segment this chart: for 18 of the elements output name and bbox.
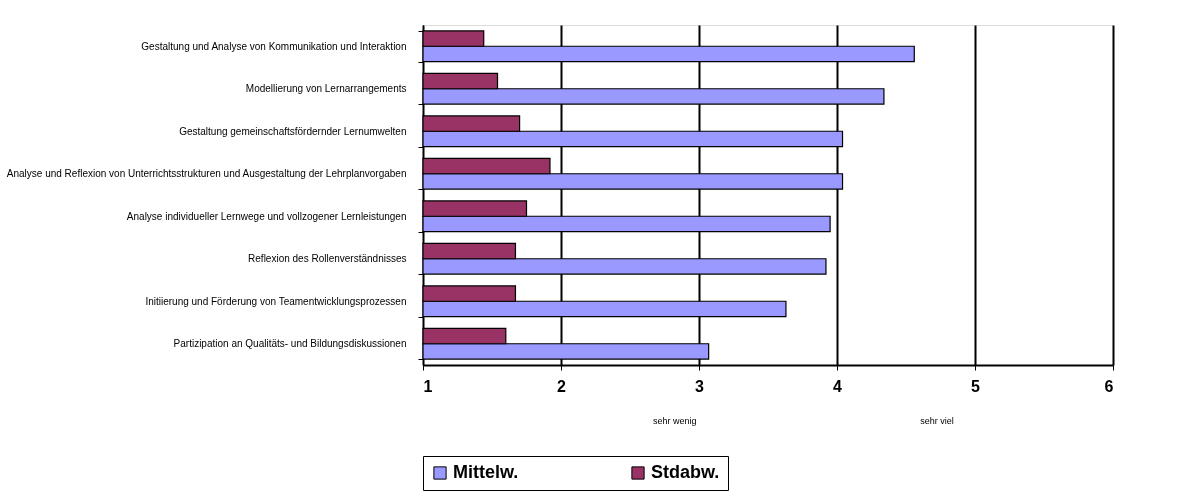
x-tick-label: 6 <box>1104 377 1114 395</box>
y-tick-label: Reflexion des Rollenverständnisses <box>248 253 407 265</box>
y-tick-label: Gestaltung gemeinschaftsfördernder Lernumwelten <box>179 125 407 137</box>
y-tick-label: Analyse und Reflexion von Unterrichtsstrukturen und Ausgestaltung der Lehrplanvorgaben <box>6 168 407 180</box>
x-tick-label: 1 <box>423 377 433 395</box>
x-tick-label: 3 <box>695 377 705 395</box>
legend-label: Mittelw. <box>453 462 519 482</box>
y-tick-label: Gestaltung und Analyse von Kommunikation und Interaktion <box>141 40 407 52</box>
legend-label: Stdabw. <box>651 462 720 482</box>
text: sehr wenig <box>653 416 697 426</box>
y-tick-label: Analyse individueller Lernwege und vollzogener Lernleistungen <box>126 210 407 222</box>
text: sehr viel <box>920 416 954 426</box>
x-tick-label: 2 <box>557 377 567 395</box>
y-tick-label: Initiierung und Förderung von Teamentwicklungsprozessen <box>145 295 407 307</box>
x-tick-label: 5 <box>971 377 981 395</box>
x-tick-label: 4 <box>833 377 843 395</box>
y-tick-label: Partizipation an Qualitäts- und Bildungsdiskussionen <box>173 338 407 350</box>
y-tick-label: Modellierung von Lernarrangements <box>245 83 407 95</box>
